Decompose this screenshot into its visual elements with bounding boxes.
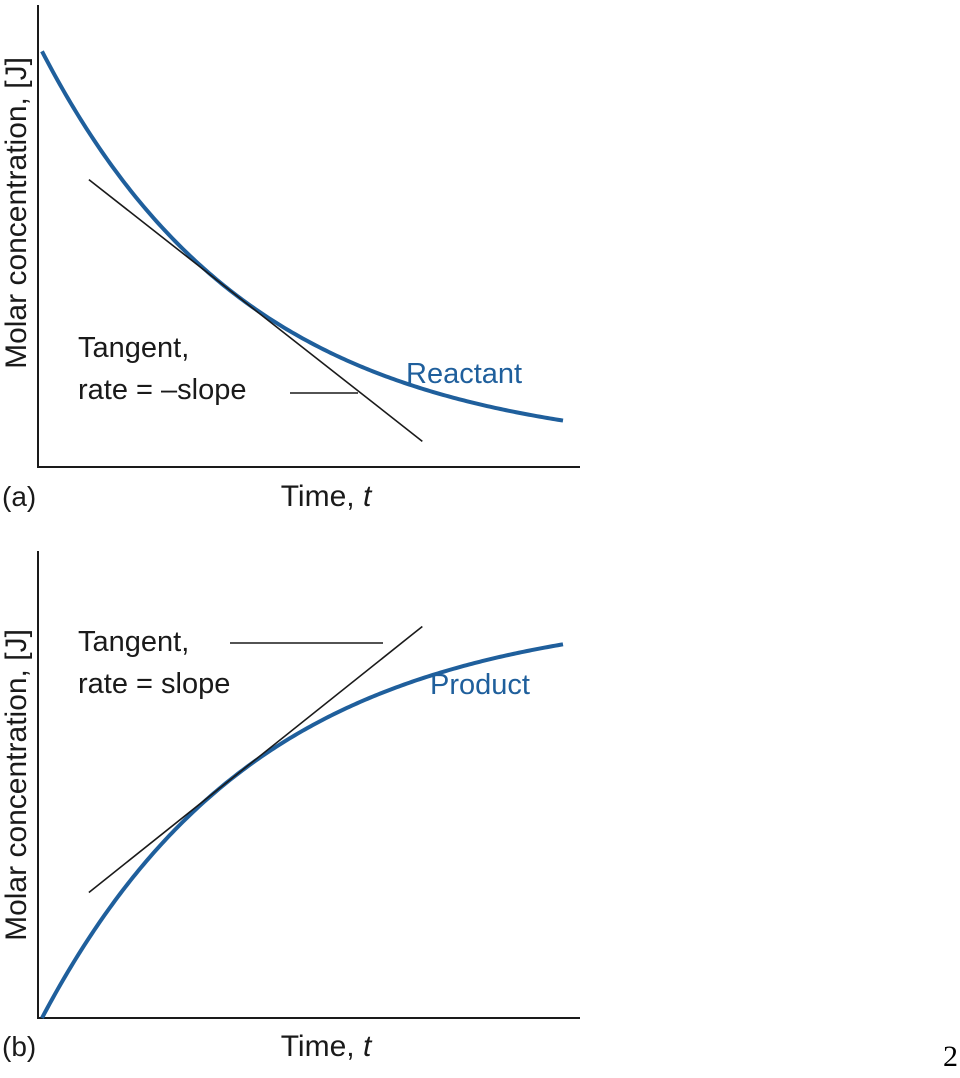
product-curve — [40, 642, 564, 1019]
panel-b-y-axis-label: Molar concentration, [J] — [0, 629, 33, 941]
panel-a-annotation-line-1: Tangent, — [78, 332, 189, 364]
panel-a-tag: (a) — [2, 481, 36, 512]
panel-b-x-label-text: Time, — [281, 1030, 355, 1063]
panel-a-tangent-line — [88, 178, 423, 442]
panel-a-annotation-line-2: rate = –slope — [78, 374, 246, 406]
panel-b: Molar concentration, [J] Time, t (b) Tan… — [0, 551, 580, 1063]
panel-b-annotation-line-2: rate = slope — [78, 668, 230, 700]
product-label: Product — [430, 669, 530, 701]
reactant-curve — [40, 50, 564, 423]
panel-a-x-axis-label: Time, t — [281, 480, 373, 513]
panel-a-y-axis-label: Molar concentration, [J] — [0, 57, 33, 369]
panel-b-axes — [37, 551, 580, 1019]
panel-b-x-axis-label: Time, t — [281, 1030, 373, 1063]
panel-b-tag: (b) — [2, 1031, 36, 1062]
reactant-label: Reactant — [406, 358, 522, 390]
panel-b-tangent-line — [88, 625, 423, 894]
panel-a-x-label-text: Time, — [281, 480, 355, 513]
panel-b-annotation-line-1: Tangent, — [78, 626, 189, 658]
panel-a-x-label-var: t — [363, 480, 373, 513]
page-number: 2 — [943, 1040, 958, 1073]
panel-b-x-label-var: t — [363, 1030, 373, 1063]
panel-a: Molar concentration, [J] Time, t (a) Tan… — [0, 5, 580, 513]
panel-a-axes — [37, 5, 580, 468]
